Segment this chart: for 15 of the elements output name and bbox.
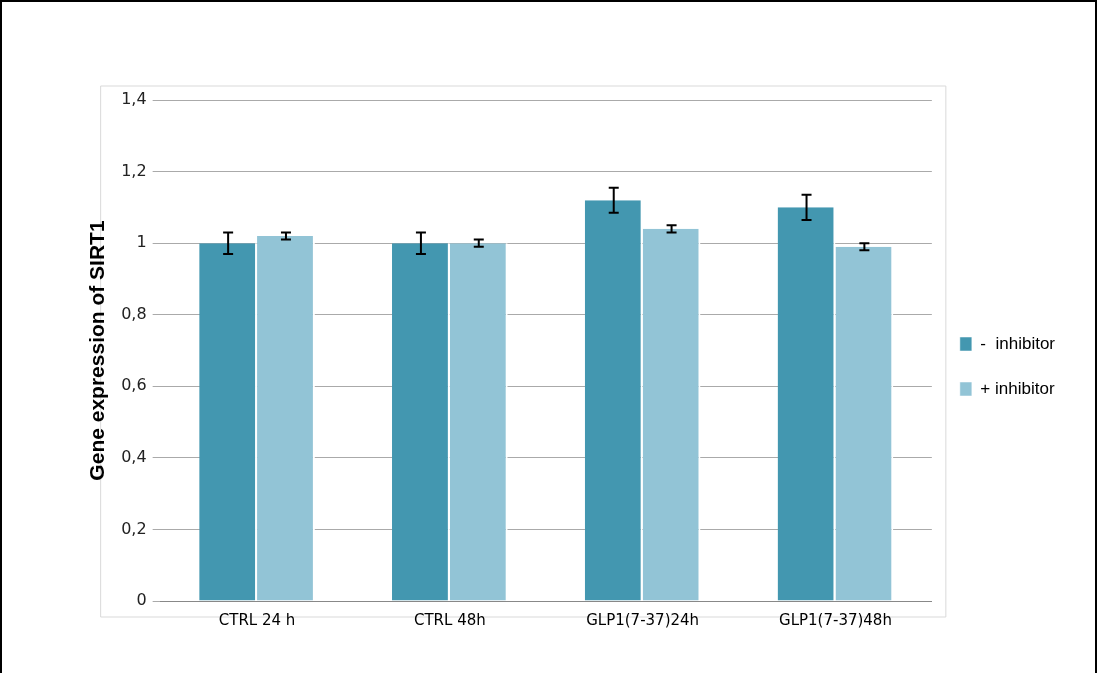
y-axis-title: Gene expression of SIRT1 [85, 220, 109, 481]
y-tick-label: 0 [136, 590, 147, 610]
y-tick-label: 0,6 [121, 375, 147, 395]
y-tick-label: 1,4 [121, 89, 147, 109]
y-tick-label: 0,8 [121, 303, 147, 323]
legend-label: - inhibitor [980, 333, 1056, 353]
x-tick-label: CTRL 24 h [218, 610, 296, 629]
y-tick-label: 1 [136, 232, 147, 252]
y-tick-label: 0,2 [121, 518, 147, 538]
x-tick-label: GLP1(7-37)48h [779, 610, 892, 629]
x-tick-label: CTRL 48h [413, 610, 486, 629]
y-tick-label: 1,2 [121, 160, 147, 180]
y-tick-label: 0,4 [121, 447, 147, 467]
legend-label: + inhibitor [980, 378, 1055, 398]
x-tick-label: GLP1(7-37)24h [586, 610, 700, 629]
